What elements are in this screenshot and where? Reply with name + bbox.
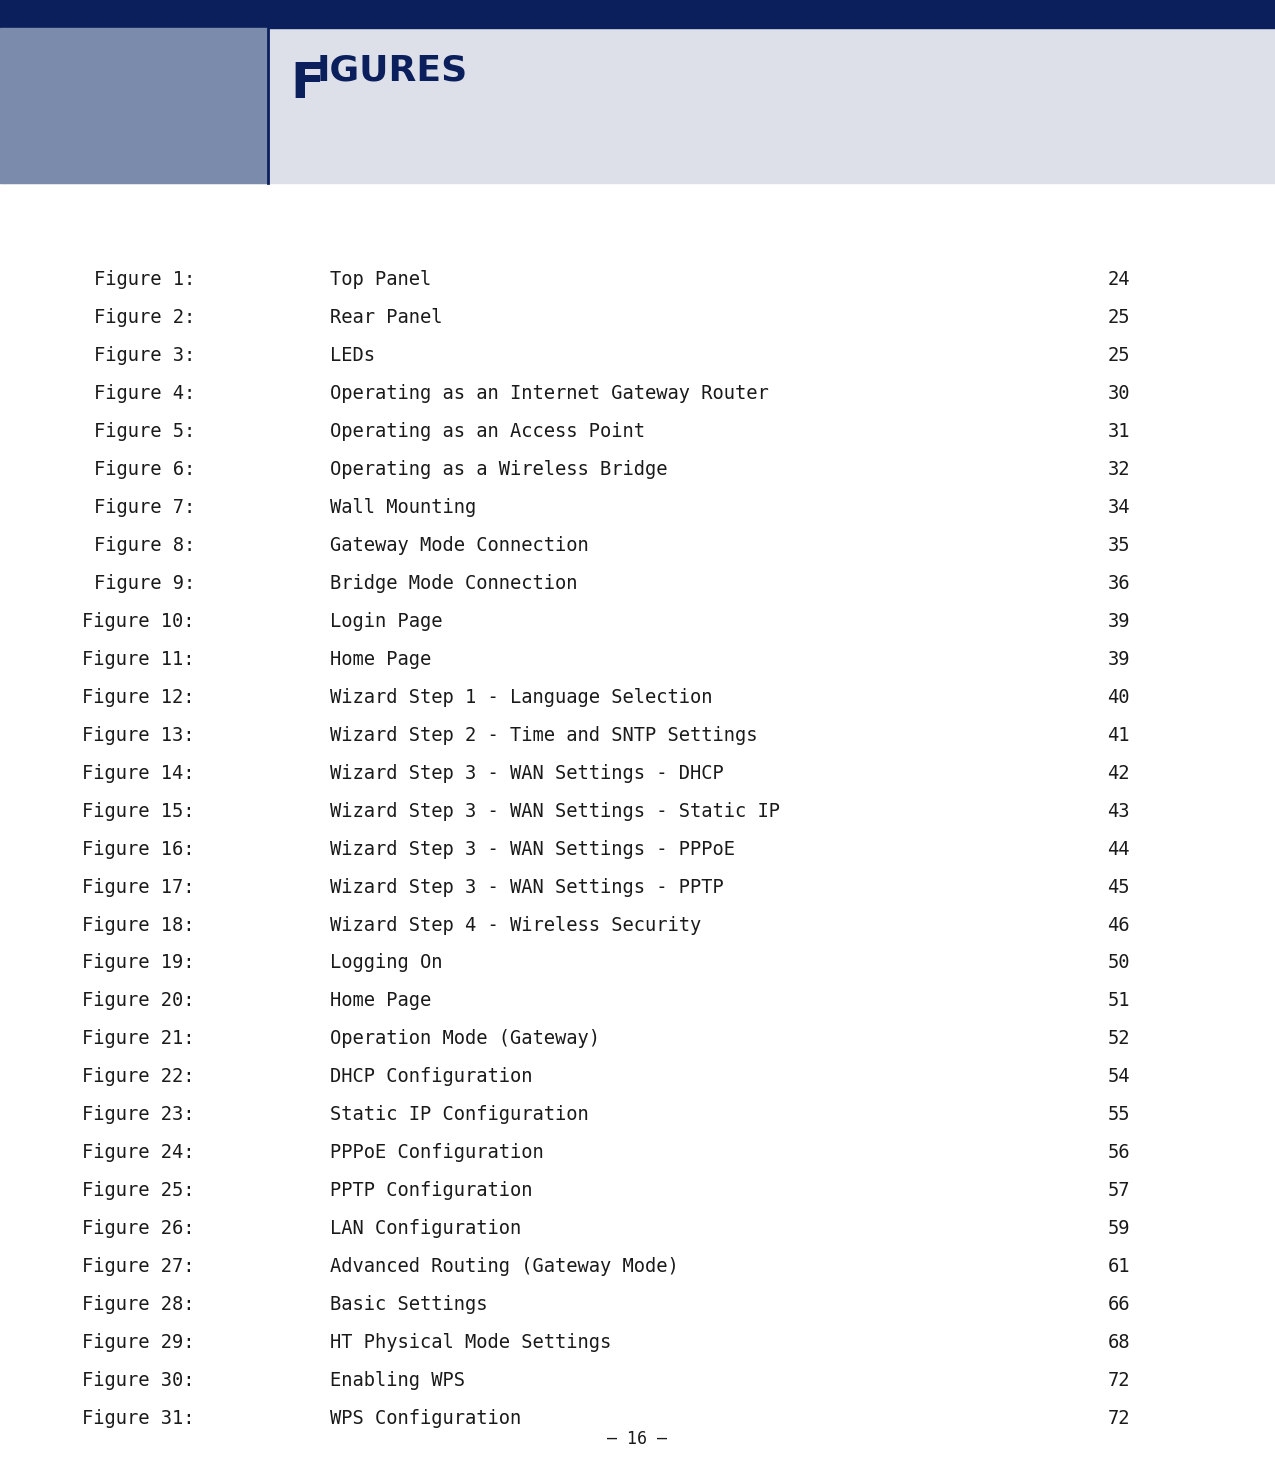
Text: Wall Mounting: Wall Mounting	[330, 498, 477, 516]
Text: HT Physical Mode Settings: HT Physical Mode Settings	[330, 1334, 611, 1353]
Text: Figure 29:: Figure 29:	[83, 1334, 195, 1353]
Text: Figure 24:: Figure 24:	[83, 1144, 195, 1163]
Text: Figure 3:: Figure 3:	[94, 345, 195, 364]
Text: Figure 19:: Figure 19:	[83, 954, 195, 973]
Text: 44: 44	[1108, 840, 1130, 858]
Text: 68: 68	[1108, 1334, 1130, 1353]
Text: Wizard Step 3 - WAN Settings - Static IP: Wizard Step 3 - WAN Settings - Static IP	[330, 802, 780, 821]
Text: 72: 72	[1108, 1409, 1130, 1428]
Text: 42: 42	[1108, 764, 1130, 783]
Bar	[0, 28, 1275, 183]
Text: Figure 2:: Figure 2:	[94, 308, 195, 327]
Text: Enabling WPS: Enabling WPS	[330, 1371, 465, 1390]
Text: Figure 4:: Figure 4:	[94, 383, 195, 402]
Text: Wizard Step 3 - WAN Settings - PPPoE: Wizard Step 3 - WAN Settings - PPPoE	[330, 840, 734, 858]
Text: 52: 52	[1108, 1029, 1130, 1048]
Text: F: F	[289, 60, 324, 108]
Text: 31: 31	[1108, 422, 1130, 441]
Text: 41: 41	[1108, 725, 1130, 744]
Text: 66: 66	[1108, 1296, 1130, 1315]
Text: Home Page: Home Page	[330, 650, 431, 669]
Text: 32: 32	[1108, 460, 1130, 479]
Text: Figure 25:: Figure 25:	[83, 1182, 195, 1200]
Text: Figure 22:: Figure 22:	[83, 1067, 195, 1086]
Text: Wizard Step 1 - Language Selection: Wizard Step 1 - Language Selection	[330, 687, 713, 706]
Text: PPPoE Configuration: PPPoE Configuration	[330, 1144, 543, 1163]
Text: WPS Configuration: WPS Configuration	[330, 1409, 521, 1428]
Text: 24: 24	[1108, 270, 1130, 289]
Text: 46: 46	[1108, 915, 1130, 935]
Text: 72: 72	[1108, 1371, 1130, 1390]
Text: Figure 30:: Figure 30:	[83, 1371, 195, 1390]
Text: 39: 39	[1108, 612, 1130, 631]
Text: Figure 8:: Figure 8:	[94, 535, 195, 554]
Text: LAN Configuration: LAN Configuration	[330, 1219, 521, 1238]
Text: Wizard Step 3 - WAN Settings - DHCP: Wizard Step 3 - WAN Settings - DHCP	[330, 764, 724, 783]
Text: 50: 50	[1108, 954, 1130, 973]
Text: Figure 31:: Figure 31:	[83, 1409, 195, 1428]
Text: Advanced Routing (Gateway Mode): Advanced Routing (Gateway Mode)	[330, 1257, 678, 1276]
Text: Figure 13:: Figure 13:	[83, 725, 195, 744]
Text: 34: 34	[1108, 498, 1130, 516]
Text: Basic Settings: Basic Settings	[330, 1296, 487, 1315]
Text: 56: 56	[1108, 1144, 1130, 1163]
Text: Figure 1:: Figure 1:	[94, 270, 195, 289]
Text: 30: 30	[1108, 383, 1130, 402]
Text: 35: 35	[1108, 535, 1130, 554]
Text: 51: 51	[1108, 992, 1130, 1011]
Text: Wizard Step 3 - WAN Settings - PPTP: Wizard Step 3 - WAN Settings - PPTP	[330, 877, 724, 896]
Text: Operating as an Internet Gateway Router: Operating as an Internet Gateway Router	[330, 383, 769, 402]
Text: Figure 26:: Figure 26:	[83, 1219, 195, 1238]
Text: 25: 25	[1108, 345, 1130, 364]
Text: Figure 17:: Figure 17:	[83, 877, 195, 896]
Text: Operating as a Wireless Bridge: Operating as a Wireless Bridge	[330, 460, 668, 479]
Text: Wizard Step 2 - Time and SNTP Settings: Wizard Step 2 - Time and SNTP Settings	[330, 725, 757, 744]
Text: Operating as an Access Point: Operating as an Access Point	[330, 422, 645, 441]
Text: Figure 11:: Figure 11:	[83, 650, 195, 669]
Text: Figure 18:: Figure 18:	[83, 915, 195, 935]
Text: Figure 15:: Figure 15:	[83, 802, 195, 821]
Text: 54: 54	[1108, 1067, 1130, 1086]
Text: 39: 39	[1108, 650, 1130, 669]
Text: Operation Mode (Gateway): Operation Mode (Gateway)	[330, 1029, 601, 1048]
Text: Figure 16:: Figure 16:	[83, 840, 195, 858]
Text: Figure 27:: Figure 27:	[83, 1257, 195, 1276]
Text: Figure 10:: Figure 10:	[83, 612, 195, 631]
Text: Home Page: Home Page	[330, 992, 431, 1011]
Text: Rear Panel: Rear Panel	[330, 308, 442, 327]
Text: Figure 21:: Figure 21:	[83, 1029, 195, 1048]
Text: Static IP Configuration: Static IP Configuration	[330, 1106, 589, 1125]
Text: Figure 20:: Figure 20:	[83, 992, 195, 1011]
Text: Figure 23:: Figure 23:	[83, 1106, 195, 1125]
Bar	[0, 28, 268, 183]
Text: Wizard Step 4 - Wireless Security: Wizard Step 4 - Wireless Security	[330, 915, 701, 935]
Text: 36: 36	[1108, 573, 1130, 593]
Text: 55: 55	[1108, 1106, 1130, 1125]
Text: 43: 43	[1108, 802, 1130, 821]
Text: Figure 5:: Figure 5:	[94, 422, 195, 441]
Text: Gateway Mode Connection: Gateway Mode Connection	[330, 535, 589, 554]
Text: Figure 28:: Figure 28:	[83, 1296, 195, 1315]
Text: DHCP Configuration: DHCP Configuration	[330, 1067, 533, 1086]
Text: IGURES: IGURES	[317, 53, 468, 87]
Text: 25: 25	[1108, 308, 1130, 327]
Text: Login Page: Login Page	[330, 612, 442, 631]
Text: 59: 59	[1108, 1219, 1130, 1238]
Text: Figure 7:: Figure 7:	[94, 498, 195, 516]
Text: LEDs: LEDs	[330, 345, 375, 364]
Text: Figure 6:: Figure 6:	[94, 460, 195, 479]
Text: Figure 14:: Figure 14:	[83, 764, 195, 783]
Bar	[0, 0, 1275, 28]
Text: PPTP Configuration: PPTP Configuration	[330, 1182, 533, 1200]
Text: Figure 12:: Figure 12:	[83, 687, 195, 706]
Text: Figure 9:: Figure 9:	[94, 573, 195, 593]
Text: 45: 45	[1108, 877, 1130, 896]
Text: 57: 57	[1108, 1182, 1130, 1200]
Text: 61: 61	[1108, 1257, 1130, 1276]
Text: Logging On: Logging On	[330, 954, 442, 973]
Text: Top Panel: Top Panel	[330, 270, 431, 289]
Text: 40: 40	[1108, 687, 1130, 706]
Text: – 16 –: – 16 –	[607, 1430, 667, 1447]
Text: Bridge Mode Connection: Bridge Mode Connection	[330, 573, 578, 593]
